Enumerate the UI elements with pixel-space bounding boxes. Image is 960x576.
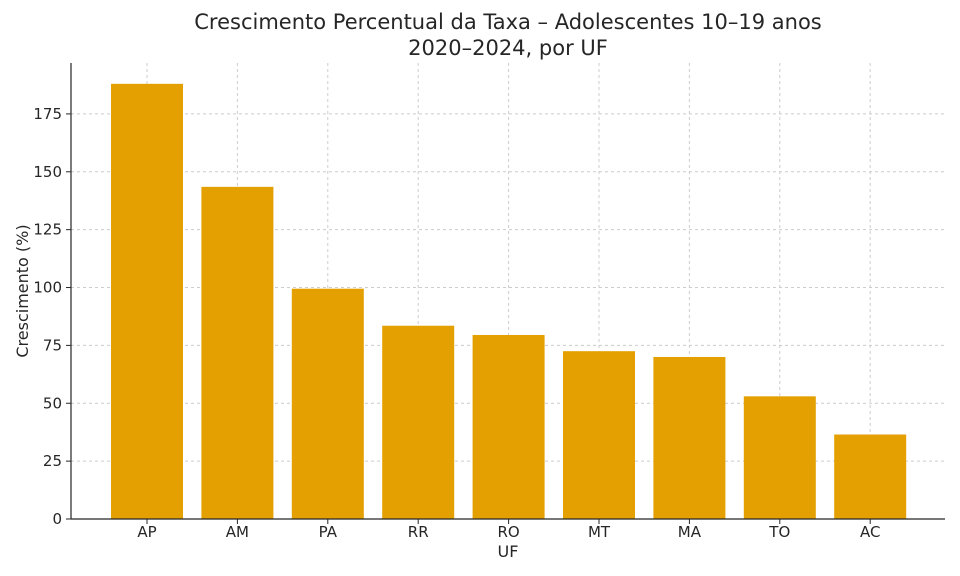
bar-ac (834, 434, 907, 519)
y-tick-label: 150 (33, 163, 62, 181)
x-axis-label: UF (498, 542, 519, 561)
y-tick-label: 75 (43, 336, 62, 354)
x-tick-label: AM (226, 523, 249, 541)
bar-ap (111, 83, 183, 519)
bar-am (201, 186, 274, 519)
y-tick-label: 125 (33, 221, 62, 239)
y-tick-label: 25 (43, 452, 62, 470)
x-tick-label: RR (408, 523, 429, 541)
bar-to (743, 396, 816, 519)
bar-mt (563, 351, 635, 519)
x-tick-label: AP (137, 523, 156, 541)
bar-ma (653, 356, 726, 519)
x-tick-label: MA (678, 523, 702, 541)
x-tick-label: PA (319, 523, 338, 541)
y-tick-label: 50 (43, 394, 62, 412)
chart-title-line-2: 2020–2024, por UF (408, 36, 608, 60)
x-tick-label: AC (860, 523, 880, 541)
y-tick-label: 100 (33, 279, 62, 297)
axes: 0 25 50 75 100 125 150 175 AP AM PA RR RO MT MA TO AC (33, 63, 945, 541)
y-tick-label: 0 (52, 510, 62, 528)
chart-title-line-1: Crescimento Percentual da Taxa – Adolesc… (194, 10, 822, 34)
bar-ro (472, 334, 545, 519)
bars (111, 83, 907, 519)
bar-rr (382, 325, 455, 519)
y-tick-label: 175 (33, 105, 62, 123)
x-tick-label: MT (588, 523, 611, 541)
bar-pa (291, 288, 364, 519)
x-tick-label: RO (497, 523, 519, 541)
y-axis-label: Crescimento (%) (13, 224, 32, 357)
x-tick-label: TO (768, 523, 790, 541)
